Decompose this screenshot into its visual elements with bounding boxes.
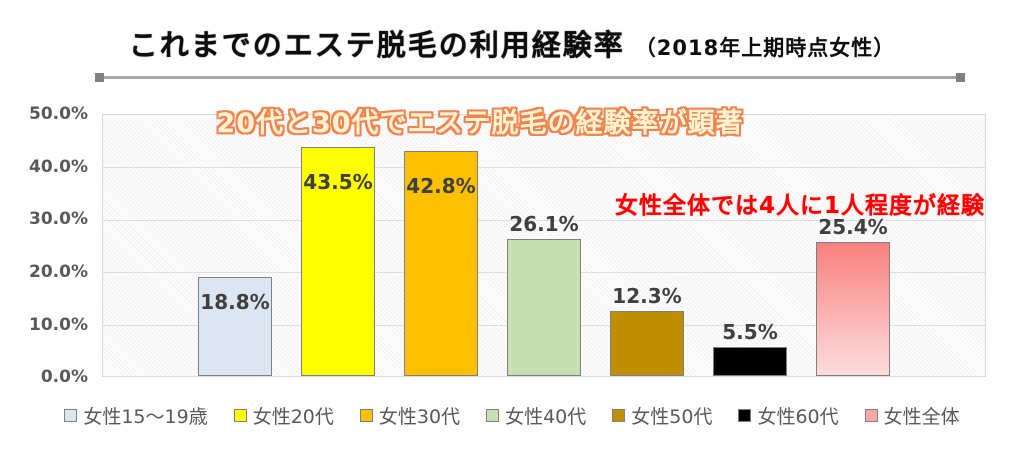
underline-right-cap [956,73,965,82]
legend-item-female-40s: 女性40代 [486,402,586,429]
title-underline [99,76,961,79]
legend-swatch [359,409,373,422]
gridline-40 [103,167,985,168]
bar-value-label: 5.5% [722,320,778,345]
chart-title: これまでのエステ脱毛の利用経験率 [128,28,625,62]
bar-female-50s [610,311,684,376]
bar-value-label: 18.8% [200,290,270,315]
legend-label: 女性30代 [378,406,461,428]
bar-female-60s [713,347,787,376]
legend-item-female-60s: 女性60代 [738,402,839,429]
y-tick-40: 40.0% [29,157,88,177]
y-tick-30: 30.0% [29,209,88,229]
legend-item-female-50s: 女性50代 [612,402,712,429]
y-tick-50: 50.0% [29,104,88,124]
legend-label: 女性15～19歳 [83,406,208,428]
legend-label: 女性全体 [883,406,960,428]
legend-label: 女性50代 [631,406,713,428]
legend-swatch [64,409,78,422]
bar-female-20s [301,147,375,376]
legend-item-female-30s: 女性30代 [359,402,461,429]
legend-swatch [233,409,247,422]
legend-swatch [738,409,752,422]
bar-female-15-19 [198,277,272,376]
bar-value-label: 12.3% [612,284,682,309]
bar-value-label: 43.5% [303,170,373,195]
chart-title-row: これまでのエステ脱毛の利用経験率 （2018年上期時点女性） [0,22,1024,64]
y-tick-20: 20.0% [29,262,88,282]
legend-swatch [612,409,626,422]
plot-area: 18.8% 43.5% 42.8% 26.1% 12.3% 5.5% 25.4% [102,114,986,377]
gridline-30 [103,220,985,221]
bar-female-40s [507,238,581,376]
legend-swatch [864,409,878,422]
y-tick-10: 10.0% [29,315,88,335]
legend-label: 女性60代 [757,406,839,428]
bar-value-label: 26.1% [509,211,579,236]
y-tick-0: 0.0% [40,367,88,387]
legend-label: 女性40代 [505,406,587,428]
underline-left-cap [95,73,104,82]
legend-item-female-15-19: 女性15～19歳 [64,402,208,429]
legend-item-female-20s: 女性20代 [233,402,334,429]
bar-female-30s [404,150,478,376]
legend: 女性15～19歳 女性20代 女性30代 女性40代 女性50代 女性60代 女… [0,402,1024,429]
annotation-highlight: 20代と30代でエステ脱毛の経験率が顕著 [216,108,744,139]
legend-swatch [486,409,500,422]
legend-label: 女性20代 [252,406,334,428]
bar-value-label: 25.4% [818,215,888,240]
chart-subtitle: （2018年上期時点女性） [634,36,896,60]
legend-item-female-all: 女性全体 [864,402,960,429]
annotation-note: 女性全体では4人に1人程度が経験 [614,193,985,219]
bar-value-label: 42.8% [406,173,476,198]
bar-female-all [816,242,890,376]
